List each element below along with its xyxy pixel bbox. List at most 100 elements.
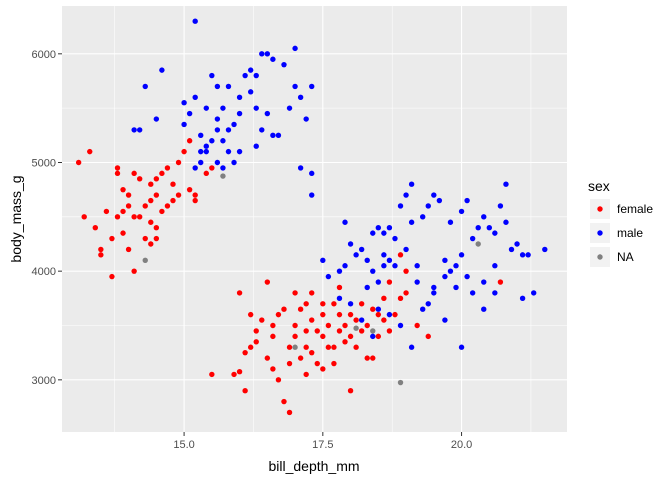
data-point: [519, 295, 526, 302]
data-point: [325, 322, 332, 329]
data-point: [253, 143, 259, 149]
data-point: [492, 230, 498, 236]
data-point: [247, 344, 254, 350]
data-point: [336, 284, 343, 291]
data-point: [497, 203, 504, 209]
data-point: [436, 197, 443, 204]
data-point: [131, 127, 137, 133]
data-point: [408, 344, 415, 350]
data-point: [458, 252, 465, 258]
data-point: [381, 317, 387, 323]
data-point: [203, 143, 209, 149]
data-point: [264, 51, 271, 57]
x-tick-label: 17.5: [312, 439, 333, 451]
data-point: [397, 252, 404, 258]
data-point: [220, 173, 226, 179]
data-point: [259, 317, 265, 323]
data-point: [164, 165, 171, 171]
data-point: [142, 257, 148, 263]
data-point: [442, 317, 448, 323]
data-point: [297, 165, 304, 171]
data-point: [153, 116, 160, 122]
data-point: [247, 311, 254, 318]
data-point: [259, 51, 265, 57]
data-point: [148, 181, 154, 187]
data-point: [242, 72, 248, 79]
y-tick-label: 3000: [32, 375, 56, 387]
data-point: [236, 148, 243, 155]
data-point: [309, 290, 315, 296]
data-point: [186, 186, 193, 193]
data-point: [375, 306, 382, 312]
data-point: [464, 273, 470, 280]
data-point: [370, 230, 376, 236]
data-point: [220, 105, 226, 111]
data-point: [92, 224, 99, 231]
data-point: [320, 311, 326, 318]
y-axis-title: body_mass_g: [8, 175, 24, 262]
data-point: [136, 176, 143, 182]
data-point: [159, 170, 165, 177]
data-point: [270, 333, 276, 340]
data-point: [236, 94, 243, 100]
data-point: [270, 132, 276, 139]
y-axis-ticks: 3000 4000 5000 6000: [32, 49, 62, 387]
data-point: [192, 197, 198, 204]
data-point: [153, 176, 160, 182]
data-point: [464, 197, 470, 204]
data-point: [386, 328, 393, 334]
data-point: [236, 110, 243, 117]
legend-swatch: [597, 254, 603, 260]
data-point: [125, 192, 132, 198]
data-point: [297, 306, 304, 312]
data-point: [342, 322, 348, 329]
data-point: [286, 105, 293, 111]
data-point: [314, 360, 320, 367]
legend-swatch: [597, 230, 603, 236]
data-point: [148, 197, 154, 204]
data-point: [148, 219, 154, 225]
data-point: [136, 214, 143, 220]
data-point: [209, 138, 215, 144]
data-point: [209, 72, 215, 79]
data-point: [347, 301, 354, 307]
data-point: [514, 241, 520, 247]
data-point: [109, 273, 115, 280]
data-point: [175, 192, 182, 198]
data-point: [125, 246, 132, 253]
data-point: [320, 366, 326, 372]
data-point: [375, 333, 382, 340]
data-point: [386, 224, 393, 231]
data-point: [292, 344, 298, 350]
data-point: [397, 379, 404, 386]
legend-label: male: [617, 226, 643, 240]
data-point: [425, 333, 431, 340]
data-point: [148, 241, 154, 247]
data-point: [381, 263, 387, 269]
data-point: [358, 328, 365, 334]
data-point: [364, 284, 370, 291]
data-point: [181, 148, 187, 155]
data-point: [381, 252, 387, 258]
data-point: [425, 203, 431, 209]
data-point: [336, 268, 343, 274]
data-point: [331, 301, 337, 307]
data-point: [375, 224, 382, 231]
data-point: [264, 279, 271, 285]
data-point: [198, 132, 204, 139]
data-point: [192, 94, 198, 100]
data-point: [458, 208, 465, 215]
data-point: [281, 306, 287, 312]
data-point: [531, 290, 537, 296]
data-point: [431, 284, 437, 291]
data-point: [253, 72, 259, 79]
major-gridlines: [62, 6, 567, 432]
data-point: [303, 371, 309, 378]
data-point: [370, 355, 376, 361]
data-point: [159, 208, 165, 215]
data-point: [392, 263, 398, 269]
data-point: [358, 317, 365, 323]
data-point: [320, 333, 326, 340]
data-point: [364, 355, 370, 361]
data-point: [297, 355, 304, 361]
